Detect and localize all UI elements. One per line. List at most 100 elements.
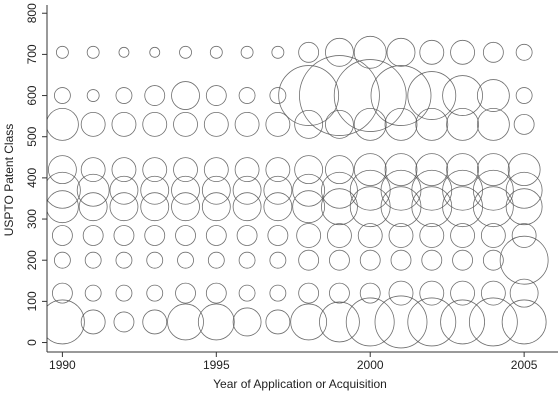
bubble bbox=[450, 39, 475, 65]
bubble bbox=[515, 43, 533, 61]
y-tick-label: 500 bbox=[25, 126, 39, 146]
bubble bbox=[509, 278, 539, 308]
bubble bbox=[140, 192, 170, 222]
bubble bbox=[468, 297, 518, 347]
bubble bbox=[113, 225, 135, 246]
bubble bbox=[47, 171, 81, 209]
bubble bbox=[207, 251, 225, 269]
bubble bbox=[144, 85, 166, 106]
x-tick-label: 1995 bbox=[203, 358, 230, 372]
bubble bbox=[265, 309, 291, 335]
bubble bbox=[325, 155, 354, 185]
bubble bbox=[446, 107, 479, 141]
bubble bbox=[203, 111, 229, 137]
bubble bbox=[421, 249, 443, 271]
bubble bbox=[269, 87, 287, 104]
bubble bbox=[175, 225, 196, 246]
bubble bbox=[78, 192, 108, 222]
bubble bbox=[109, 175, 139, 205]
bubble bbox=[53, 87, 71, 104]
bubble bbox=[290, 303, 328, 341]
bubble bbox=[82, 225, 104, 246]
bubble bbox=[515, 87, 533, 104]
bubble bbox=[482, 249, 504, 271]
bubble bbox=[353, 153, 387, 187]
bubble bbox=[476, 79, 510, 112]
bubble bbox=[269, 251, 287, 269]
bubble bbox=[476, 153, 510, 187]
bubble bbox=[298, 41, 320, 63]
y-axis-label: USPTO Patent Class bbox=[2, 124, 16, 237]
bubble bbox=[321, 188, 358, 226]
bubble bbox=[234, 111, 260, 137]
bubble bbox=[294, 155, 324, 185]
y-tick-label: 800 bbox=[25, 3, 39, 23]
bubble bbox=[238, 284, 256, 302]
bubble bbox=[47, 155, 77, 185]
bubble bbox=[513, 113, 535, 135]
bubble bbox=[271, 45, 285, 59]
bubble bbox=[115, 251, 133, 269]
bubble bbox=[197, 303, 235, 341]
bubble bbox=[450, 280, 475, 306]
bubble bbox=[388, 223, 414, 248]
bubble bbox=[55, 45, 69, 59]
bubble bbox=[278, 65, 340, 126]
bubble bbox=[386, 37, 416, 67]
bubble bbox=[201, 192, 231, 222]
bubble bbox=[171, 175, 200, 205]
bubble bbox=[384, 153, 418, 187]
bubble bbox=[142, 309, 168, 335]
bubble bbox=[51, 225, 73, 246]
bubble bbox=[238, 251, 256, 269]
bubble bbox=[149, 46, 161, 58]
bubble bbox=[353, 107, 387, 141]
y-tick-label: 0 bbox=[25, 339, 39, 346]
bubble bbox=[450, 223, 475, 248]
bubble bbox=[113, 311, 135, 333]
bubble bbox=[47, 299, 85, 345]
y-tick-label: 200 bbox=[25, 250, 39, 270]
bubble bbox=[47, 107, 79, 141]
bubble bbox=[296, 223, 322, 248]
bubble bbox=[501, 299, 547, 345]
bubble bbox=[84, 251, 102, 269]
bubble bbox=[173, 157, 198, 183]
bubble bbox=[419, 223, 445, 248]
bubble bbox=[265, 157, 291, 183]
bubble bbox=[294, 109, 324, 139]
bubble bbox=[109, 192, 139, 222]
bubble bbox=[442, 75, 483, 116]
bubble bbox=[452, 249, 473, 271]
bubble bbox=[411, 186, 453, 228]
bubble bbox=[205, 225, 227, 246]
bubble bbox=[179, 45, 192, 59]
bubble bbox=[171, 81, 200, 110]
bubble bbox=[86, 45, 100, 59]
bubble bbox=[234, 157, 260, 183]
bubble bbox=[390, 249, 412, 271]
bubble bbox=[76, 173, 110, 207]
bubble bbox=[333, 59, 407, 132]
bubble bbox=[144, 225, 166, 246]
bubble bbox=[298, 282, 320, 304]
bubble bbox=[349, 186, 391, 228]
bubble bbox=[299, 55, 380, 136]
bubble bbox=[380, 169, 422, 211]
bubble bbox=[480, 280, 506, 306]
y-tick-label: 700 bbox=[25, 44, 39, 64]
bubble bbox=[238, 87, 256, 104]
bubble bbox=[265, 111, 291, 137]
x-tick-label: 1990 bbox=[49, 358, 76, 372]
bubble bbox=[407, 297, 457, 347]
bubble bbox=[359, 249, 381, 271]
bubble bbox=[80, 309, 106, 335]
bubble bbox=[440, 299, 485, 345]
bubble bbox=[292, 173, 326, 207]
bubble bbox=[263, 175, 293, 205]
bubble bbox=[511, 223, 537, 248]
bubble bbox=[240, 45, 254, 59]
bubble bbox=[232, 192, 262, 222]
bubble bbox=[480, 223, 506, 248]
bubble bbox=[118, 46, 130, 58]
